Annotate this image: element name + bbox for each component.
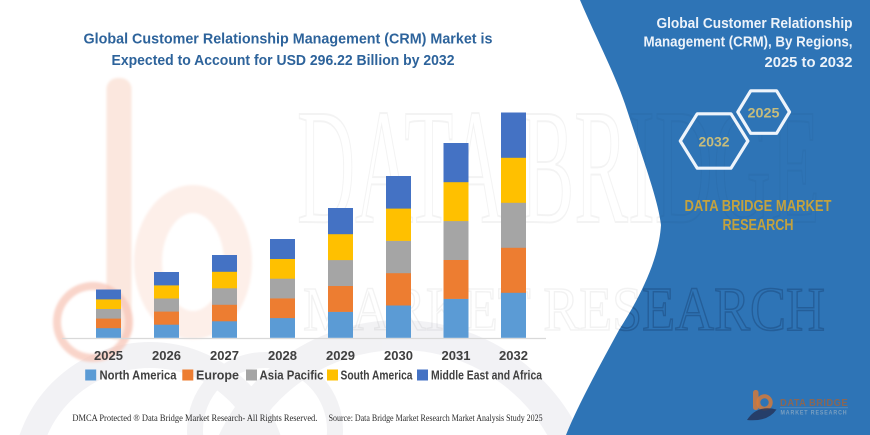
svg-text:2032: 2032: [499, 348, 528, 363]
svg-text:2030: 2030: [384, 348, 413, 363]
svg-text:RESEARCH: RESEARCH: [723, 217, 794, 234]
svg-text:2029: 2029: [326, 348, 355, 363]
svg-text:Source: Data Bridge Market Res: Source: Data Bridge Market Research Mark…: [329, 413, 543, 423]
svg-text:Global Customer Relationship M: Global Customer Relationship Management …: [84, 31, 493, 48]
svg-text:Global Customer Relationship: Global Customer Relationship: [657, 16, 853, 32]
svg-text:MARKET RESEARCH: MARKET RESEARCH: [781, 410, 848, 416]
svg-text:2025: 2025: [94, 348, 123, 363]
svg-text:DATA BRIDGE: DATA BRIDGE: [780, 397, 848, 409]
svg-text:Management (CRM), By Regions,: Management (CRM), By Regions,: [644, 35, 853, 51]
svg-text:2026: 2026: [152, 348, 181, 363]
svg-text:Europe: Europe: [196, 369, 239, 383]
svg-text:2027: 2027: [210, 348, 239, 363]
svg-text:North America: North America: [100, 369, 178, 383]
svg-text:Middle East and Africa: Middle East and Africa: [431, 369, 543, 383]
svg-text:2025: 2025: [748, 105, 780, 121]
svg-text:2031: 2031: [442, 348, 471, 363]
svg-text:Asia Pacific: Asia Pacific: [260, 369, 324, 383]
svg-text:Expected to Account for USD 29: Expected to Account for USD 296.22 Billi…: [112, 52, 455, 69]
svg-text:DATA BRIDGE MARKET: DATA BRIDGE MARKET: [685, 198, 832, 215]
svg-text:2032: 2032: [699, 134, 730, 150]
svg-text:DMCA Protected ® Data Bridge M: DMCA Protected ® Data Bridge Market Rese…: [72, 413, 317, 423]
svg-text:2028: 2028: [268, 348, 297, 363]
svg-text:2025 to 2032: 2025 to 2032: [765, 55, 853, 71]
svg-text:South America: South America: [341, 369, 414, 383]
